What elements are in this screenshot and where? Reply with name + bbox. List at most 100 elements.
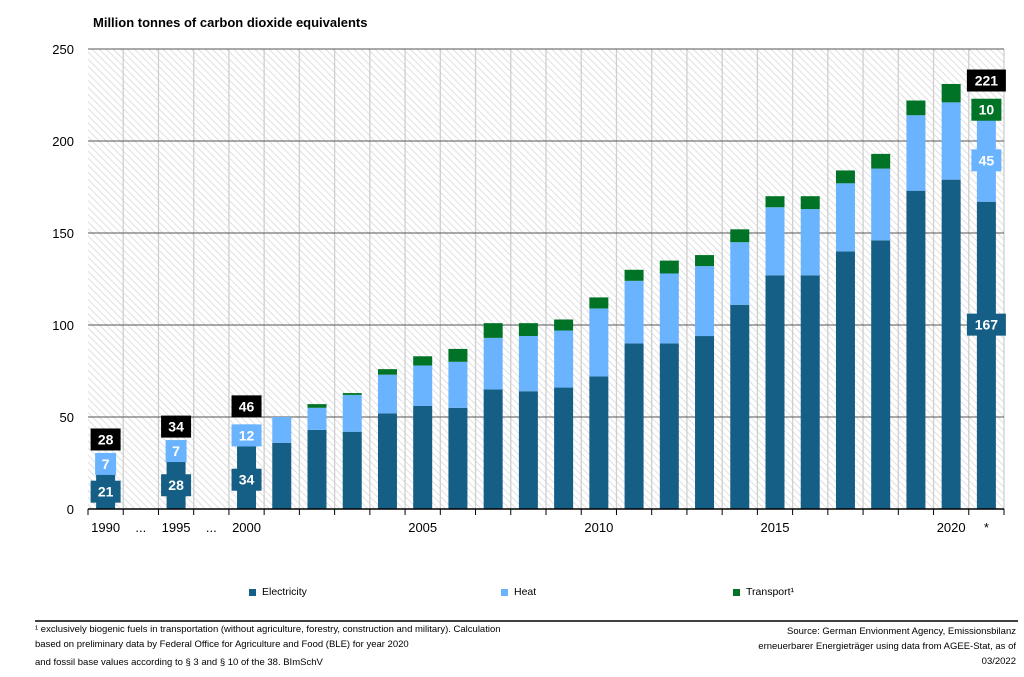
legend-swatch-heat: [501, 588, 508, 596]
x-tick-label: ...: [135, 520, 146, 535]
bar-electricity: [835, 251, 855, 509]
data-label-heat: 12: [239, 427, 255, 443]
data-label-box-heat: [971, 149, 1002, 172]
bar-electricity: [518, 391, 538, 509]
y-tick-label: 50: [60, 410, 74, 425]
legend-label: Electricity: [262, 586, 307, 598]
x-tick-label: 1990: [91, 520, 120, 535]
x-tick-label: ...: [206, 520, 217, 535]
x-tick-label: 2015: [761, 520, 790, 535]
bar-transport: [835, 170, 855, 184]
bar-electricity: [941, 179, 961, 509]
bar-heat: [906, 115, 926, 191]
bar-transport: [730, 229, 750, 243]
footnote: ¹ exclusively biogenic fuels in transpor…: [35, 622, 501, 670]
bar-heat: [342, 394, 362, 432]
data-label-box-elec: [966, 313, 1006, 336]
bar-electricity: [730, 304, 750, 509]
legend-swatch-transport: [733, 588, 740, 596]
bar-transport: [941, 83, 961, 103]
bar-transport: [659, 260, 679, 274]
bar-electricity: [695, 336, 715, 509]
data-label-heat: 7: [102, 456, 110, 472]
bar-transport: [342, 393, 362, 395]
data-label-total: 34: [168, 419, 184, 435]
y-tick-label: 150: [52, 226, 74, 241]
bar-transport: [554, 319, 574, 331]
bar-transport: [448, 348, 468, 362]
bar-electricity: [765, 275, 785, 509]
data-label-total: 28: [98, 431, 114, 447]
source-line: 03/2022: [981, 656, 1016, 667]
data-label-box-elec: [161, 474, 192, 497]
bar-electricity: [342, 431, 362, 509]
bar-heat: [765, 207, 785, 276]
bar-transport: [871, 153, 891, 169]
bar-heat: [624, 280, 644, 344]
bar-electricity: [448, 407, 468, 509]
bar-electricity: [413, 405, 433, 509]
data-label-total: 46: [239, 398, 255, 414]
bar-electricity: [554, 387, 574, 509]
bar-transport: [377, 369, 397, 375]
chart-title: Million tonnes of carbon dioxide equival…: [93, 15, 368, 30]
legend-label: Transport¹: [746, 586, 795, 598]
x-tick-label: 2010: [584, 520, 613, 535]
x-tick-label: 2005: [408, 520, 437, 535]
bar-heat: [659, 273, 679, 344]
bar-transport: [800, 196, 820, 210]
data-label-total: 221: [975, 73, 999, 89]
data-label-box-heat: [231, 424, 262, 447]
bar-transport: [307, 404, 327, 408]
bar-heat: [518, 336, 538, 392]
bar-heat: [448, 361, 468, 408]
bar-heat: [800, 209, 820, 276]
bar-electricity: [800, 275, 820, 509]
bar-heat: [695, 266, 715, 337]
data-label-box-total: [231, 395, 262, 418]
data-label-box-total: [161, 415, 192, 438]
data-label-heat: 7: [172, 443, 180, 459]
data-label-box-total: [90, 428, 121, 451]
bar-heat: [941, 102, 961, 180]
data-label-elec: 167: [975, 317, 999, 333]
bar-transport: [589, 297, 609, 309]
data-label-box-transport: [971, 98, 1002, 121]
bar-electricity: [906, 190, 926, 509]
bar-heat: [272, 417, 292, 443]
bar-transport: [518, 323, 538, 337]
bar-transport: [413, 356, 433, 366]
legend-label: Heat: [514, 586, 537, 598]
source-note: Source: German Envionment Agency, Emissi…: [758, 624, 1016, 669]
data-label-box-elec: [90, 480, 121, 503]
legend-transport: Transport¹: [733, 586, 794, 598]
x-tick-label: *: [984, 520, 989, 535]
y-tick-label: 250: [52, 42, 74, 57]
y-tick-label: 200: [52, 134, 74, 149]
bar-heat: [835, 183, 855, 252]
data-label-heat: 45: [979, 152, 995, 168]
bar-heat: [554, 330, 574, 388]
data-label-elec: 21: [98, 484, 114, 500]
data-label-elec: 28: [168, 477, 184, 493]
bar-heat: [307, 407, 327, 430]
bar-transport: [906, 100, 926, 116]
x-tick-label: 2000: [232, 520, 261, 535]
data-label-elec: 34: [239, 472, 255, 488]
bar-electricity: [659, 343, 679, 509]
y-tick-label: 0: [67, 502, 74, 517]
bar-electricity: [871, 240, 891, 510]
x-tick-label: 2020: [937, 520, 966, 535]
bar-heat: [413, 365, 433, 406]
legend-heat: Heat: [501, 586, 536, 598]
footnote-line: and fossil base values according to § 3 …: [35, 657, 323, 668]
source-line: erneuerbarer Energieträger using data fr…: [758, 641, 1016, 652]
bar-electricity: [377, 413, 397, 509]
bar-electricity: [272, 442, 292, 509]
data-label-transport: 10: [979, 102, 995, 118]
bar-heat: [483, 337, 503, 390]
bar-electricity: [589, 376, 609, 509]
legend-swatch-electricity: [249, 588, 256, 596]
x-tick-label: 1995: [162, 520, 191, 535]
